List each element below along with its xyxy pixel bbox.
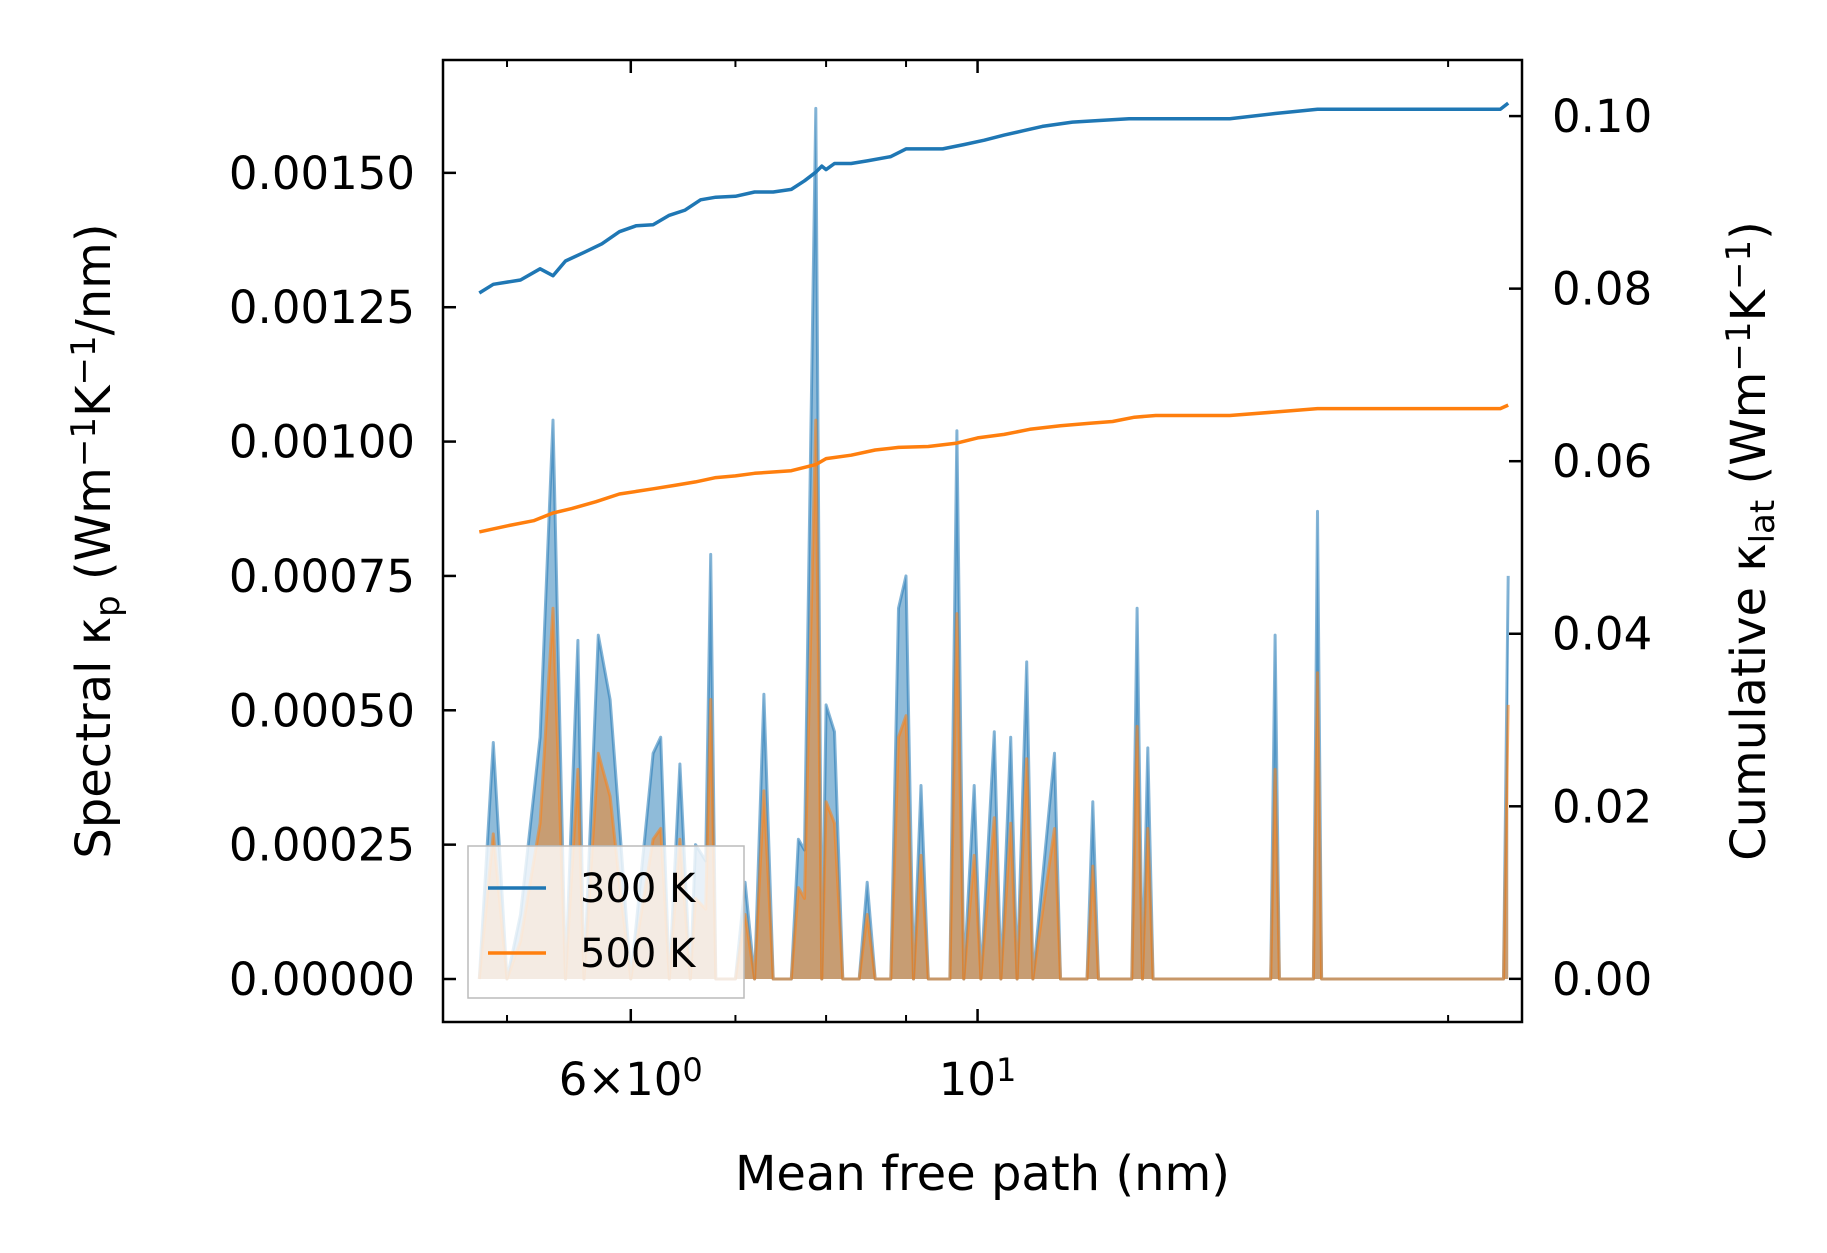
y-right-tick-label: 0.04 [1552, 608, 1652, 661]
y-left-label-unit: (Wm [66, 467, 122, 595]
cumulative-line-500k [478, 403, 1509, 534]
y-left-label-k: K [66, 384, 122, 417]
axes-frame [441, 58, 1524, 1024]
y-right-tick-label: 0.08 [1552, 263, 1652, 316]
x-tick-mantissa: 6 [559, 1053, 588, 1106]
x-tick-times: × [587, 1053, 625, 1106]
x-tick-exponent: 1 [996, 1051, 1016, 1089]
x-tick-base: 10 [939, 1053, 996, 1106]
y-right-tick-label: 0.06 [1552, 435, 1652, 488]
y-right-tick-label: 0.02 [1552, 780, 1652, 833]
y-left-label-close: /nm) [66, 223, 122, 335]
y-left-tick-label: 0.00050 [229, 684, 415, 737]
y-right-label-k: K [1721, 288, 1777, 321]
legend-label-300k: 300 K [580, 866, 697, 912]
legend-box [467, 845, 745, 999]
x-tick-label: 101 [939, 1051, 1017, 1106]
y-right-tick-label: 0.10 [1552, 90, 1652, 143]
y-right-axis-label: Cumulative κlat (Wm−1K−1) [1719, 221, 1783, 861]
y-left-label-sup1: −1 [64, 417, 104, 467]
x-axis-label: Mean free path (nm) [735, 1146, 1230, 1202]
y-right-tick-label: 0.00 [1552, 953, 1652, 1006]
y-right-label-sub: lat [1743, 500, 1783, 544]
y-right-label-main: Cumulative κ [1721, 543, 1777, 861]
y-right-label-sup2: −1 [1719, 240, 1759, 290]
legend-label-500k: 500 K [580, 931, 697, 977]
y-right-label-unit: (Wm [1721, 372, 1777, 500]
y-left-label-sup2: −1 [64, 335, 104, 385]
legend: 300 K 500 K [467, 845, 745, 999]
y-left-tick-label: 0.00100 [229, 416, 415, 469]
y-left-tick-label: 0.00000 [229, 953, 415, 1006]
cumulative-line-300k [478, 101, 1510, 295]
y-left-label-main: Spectral κ [66, 617, 122, 859]
y-left-tick-label: 0.00150 [229, 147, 415, 200]
y-left-tick-label: 0.00125 [229, 281, 415, 334]
x-tick-label: 6×100 [559, 1051, 703, 1106]
x-tick-base: 10 [625, 1053, 682, 1106]
y-left-label-sub: p [88, 595, 128, 617]
y-left-tick-label: 0.00025 [229, 819, 415, 872]
axes-layer: 0.000000.000250.000500.000750.001000.001… [229, 58, 1652, 1106]
axis-labels: Mean free path (nm)Spectral κp (Wm−1K−1/… [64, 221, 1783, 1202]
x-tick-exponent: 0 [682, 1051, 702, 1089]
y-right-label-close: ) [1721, 221, 1777, 240]
y-left-axis-label: Spectral κp (Wm−1K−1/nm) [64, 223, 128, 858]
y-left-tick-label: 0.00075 [229, 550, 415, 603]
y-right-label-sup1: −1 [1719, 321, 1759, 371]
